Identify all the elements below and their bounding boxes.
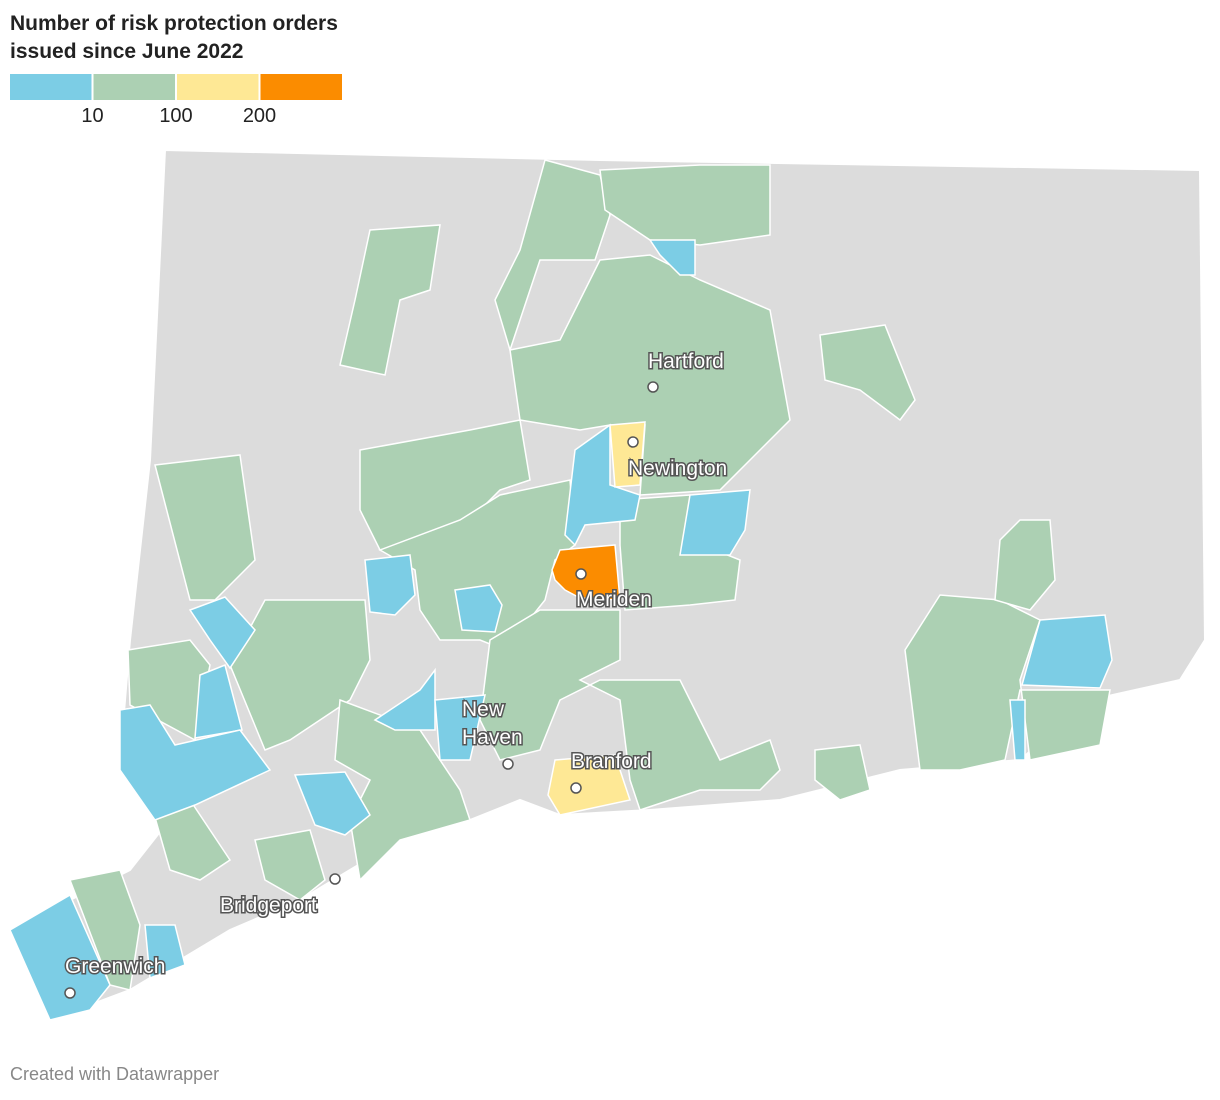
town <box>254 829 326 901</box>
legend-swatch <box>260 74 342 100</box>
town <box>819 324 916 422</box>
town <box>994 519 1056 611</box>
town <box>378 479 576 651</box>
town <box>648 239 696 276</box>
towns <box>9 159 1113 1021</box>
legend-swatch <box>177 74 259 100</box>
city-label: Newington <box>628 457 727 480</box>
city-dot <box>502 758 514 770</box>
city-label: Bridgeport <box>220 894 317 917</box>
town <box>293 771 371 836</box>
town <box>9 893 111 1021</box>
town <box>119 704 272 821</box>
legend-label: 200 <box>243 105 276 127</box>
town <box>68 869 141 991</box>
city-dot <box>575 568 587 580</box>
town <box>454 584 503 633</box>
footer: Created with Datawrapper <box>10 1064 220 1084</box>
town <box>814 744 871 801</box>
legend-swatch <box>10 74 92 100</box>
town <box>479 609 781 811</box>
legend-label: 10 <box>81 105 103 127</box>
city-dot <box>647 381 659 393</box>
city-dot <box>627 436 639 448</box>
town <box>339 224 441 376</box>
town <box>599 164 771 246</box>
town <box>1009 699 1026 761</box>
city-label: New Haven <box>462 698 523 749</box>
town <box>364 554 416 616</box>
town <box>188 596 256 670</box>
city-dot <box>329 873 341 885</box>
town <box>144 924 186 980</box>
town <box>229 599 371 751</box>
town <box>547 754 631 816</box>
town <box>1021 614 1113 689</box>
city-dot <box>64 987 76 999</box>
city-label: Meriden <box>576 588 652 611</box>
town <box>679 489 751 556</box>
town <box>194 663 243 739</box>
title: Number of risk protection orders issued … <box>10 12 338 63</box>
legend: 10 100 200 <box>10 74 342 127</box>
city-label: Hartford <box>648 350 724 373</box>
legend-label: 100 <box>159 105 192 127</box>
city-label: Branford <box>571 750 652 773</box>
town <box>564 423 641 547</box>
town <box>334 698 471 882</box>
city-label: Greenwich <box>65 955 165 978</box>
town <box>434 694 486 761</box>
city-dot <box>570 782 582 794</box>
legend-swatch <box>93 74 175 100</box>
town <box>154 454 256 601</box>
cities: Hartford Newington Meriden New Haven Branford… <box>64 349 729 999</box>
